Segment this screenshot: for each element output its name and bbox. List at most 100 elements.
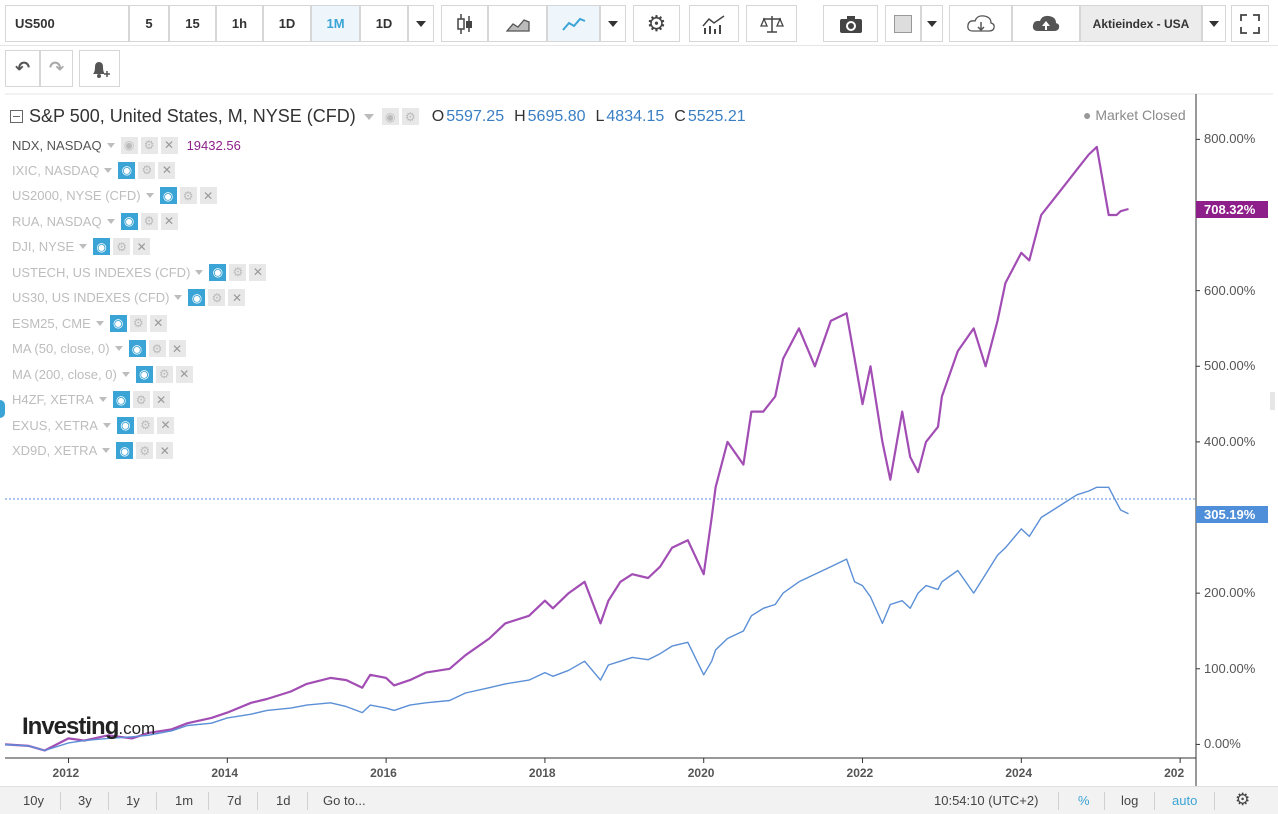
legend-series-name[interactable]: MA (200, close, 0): [12, 366, 117, 382]
interval-1d[interactable]: 1D: [263, 5, 311, 42]
area-chart-button[interactable]: [488, 5, 547, 42]
interval-dropdown[interactable]: [408, 5, 434, 42]
close-icon[interactable]: ✕: [152, 391, 170, 408]
side-handle[interactable]: [0, 400, 5, 418]
eye-icon[interactable]: ◉: [120, 136, 138, 154]
region-dropdown[interactable]: [1202, 5, 1226, 42]
chart-settings-icon[interactable]: ⚙: [1235, 790, 1251, 809]
close-icon[interactable]: ✕: [133, 238, 151, 255]
close-icon[interactable]: ✕: [156, 442, 174, 459]
gear-icon[interactable]: ⚙: [132, 391, 150, 408]
legend-series-name[interactable]: XD9D, XETRA: [12, 443, 98, 458]
close-icon[interactable]: ✕: [149, 314, 167, 332]
close-icon[interactable]: ✕: [199, 187, 217, 204]
redo-button[interactable]: ↷: [40, 50, 73, 87]
legend-series-name[interactable]: NDX, NASDAQ: [12, 137, 102, 153]
legend-series-name[interactable]: EXUS, XETRA: [12, 417, 98, 433]
color-button[interactable]: [885, 5, 921, 42]
interval-1m[interactable]: 1M: [311, 5, 360, 42]
chevron-down-icon[interactable]: [114, 346, 123, 351]
color-dropdown[interactable]: [921, 5, 943, 42]
close-icon[interactable]: ✕: [156, 416, 174, 434]
eye-icon[interactable]: ◉: [116, 442, 134, 459]
interval-5[interactable]: 5: [129, 5, 169, 42]
interval-1h[interactable]: 1h: [216, 5, 263, 42]
close-icon[interactable]: ✕: [175, 365, 193, 383]
auto-toggle[interactable]: auto: [1172, 793, 1198, 808]
add-alert-button[interactable]: [79, 50, 120, 87]
close-icon[interactable]: ✕: [160, 136, 178, 154]
range-3y[interactable]: 3y: [78, 793, 92, 808]
indicators-button[interactable]: [689, 5, 739, 42]
eye-icon[interactable]: ◉: [118, 161, 136, 179]
line-chart-button[interactable]: [547, 5, 600, 42]
eye-icon[interactable]: ◉: [120, 212, 138, 230]
gear-icon[interactable]: ⚙: [113, 238, 131, 255]
legend-series-name[interactable]: H4ZF, XETRA: [12, 392, 94, 407]
gear-icon[interactable]: ⚙: [138, 161, 156, 179]
gear-icon[interactable]: ⚙: [179, 187, 197, 204]
range-1y[interactable]: 1y: [126, 793, 140, 808]
chevron-down-icon[interactable]: [106, 218, 115, 224]
chevron-down-icon[interactable]: [104, 167, 113, 173]
eye-icon[interactable]: ◉: [93, 238, 111, 255]
eye-icon[interactable]: ◉: [112, 391, 130, 408]
legend-series-name[interactable]: US2000, NYSE (CFD): [12, 188, 141, 203]
eye-icon[interactable]: ◉: [109, 314, 127, 332]
interval-select[interactable]: 1D: [360, 5, 408, 42]
legend-series-name[interactable]: MA (50, close, 0): [12, 341, 110, 356]
gear-icon[interactable]: ⚙: [140, 136, 158, 154]
eye-icon[interactable]: ◉: [116, 416, 134, 434]
legend-series-name[interactable]: USTECH, US INDEXES (CFD): [12, 264, 191, 280]
goto-button[interactable]: Go to...: [323, 793, 366, 808]
gear-icon[interactable]: ⚙: [155, 365, 173, 383]
chevron-down-icon[interactable]: [98, 397, 107, 402]
chevron-down-icon[interactable]: [106, 142, 115, 148]
range-7d[interactable]: 7d: [227, 793, 242, 808]
gear-icon[interactable]: ⚙: [401, 108, 419, 125]
compare-button[interactable]: [746, 5, 797, 42]
eye-icon[interactable]: ◉: [209, 263, 227, 281]
symbol-input[interactable]: US500: [5, 5, 129, 42]
eye-icon[interactable]: ◉: [159, 187, 177, 204]
chevron-down-icon[interactable]: [102, 448, 111, 453]
chevron-down-icon[interactable]: [102, 422, 111, 428]
legend-series-name[interactable]: ESM25, CME: [12, 315, 91, 331]
legend-series-name[interactable]: US30, US INDEXES (CFD): [12, 290, 170, 305]
eye-icon[interactable]: ◉: [135, 365, 153, 383]
screenshot-button[interactable]: [823, 5, 878, 42]
range-10y[interactable]: 10y: [23, 793, 44, 808]
chevron-down-icon[interactable]: [79, 244, 88, 249]
eye-icon[interactable]: ◉: [188, 289, 206, 306]
percent-toggle[interactable]: %: [1078, 793, 1090, 808]
legend-series-name[interactable]: IXIC, NASDAQ: [12, 162, 100, 178]
close-icon[interactable]: ✕: [249, 263, 267, 281]
close-icon[interactable]: ✕: [158, 161, 176, 179]
chevron-down-icon[interactable]: [121, 371, 130, 377]
undo-button[interactable]: ↶: [5, 50, 40, 87]
right-handle[interactable]: [1270, 392, 1275, 410]
region-select[interactable]: Aktieindex - USA: [1080, 5, 1202, 42]
gear-icon[interactable]: ⚙: [136, 416, 154, 434]
gear-icon[interactable]: ⚙: [148, 340, 166, 357]
range-1m[interactable]: 1m: [175, 793, 194, 808]
legend-series-name[interactable]: RUA, NASDAQ: [12, 213, 102, 229]
eye-icon[interactable]: ◉: [381, 108, 399, 125]
close-icon[interactable]: ✕: [160, 212, 178, 230]
gear-icon[interactable]: ⚙: [129, 314, 147, 332]
close-icon[interactable]: ✕: [228, 289, 246, 306]
candlestick-button[interactable]: [441, 5, 488, 42]
load-chart-button[interactable]: [949, 5, 1012, 42]
chevron-down-icon[interactable]: [95, 320, 104, 326]
settings-button[interactable]: ⚙: [633, 5, 680, 42]
legend-series-name[interactable]: DJI, NYSE: [12, 239, 75, 254]
gear-icon[interactable]: ⚙: [136, 442, 154, 459]
gear-icon[interactable]: ⚙: [140, 212, 158, 230]
fullscreen-button[interactable]: [1231, 5, 1269, 42]
chevron-down-icon[interactable]: [363, 113, 374, 120]
save-chart-button[interactable]: [1012, 5, 1080, 42]
eye-icon[interactable]: ◉: [128, 340, 146, 357]
interval-15[interactable]: 15: [169, 5, 216, 42]
chevron-down-icon[interactable]: [145, 193, 154, 198]
